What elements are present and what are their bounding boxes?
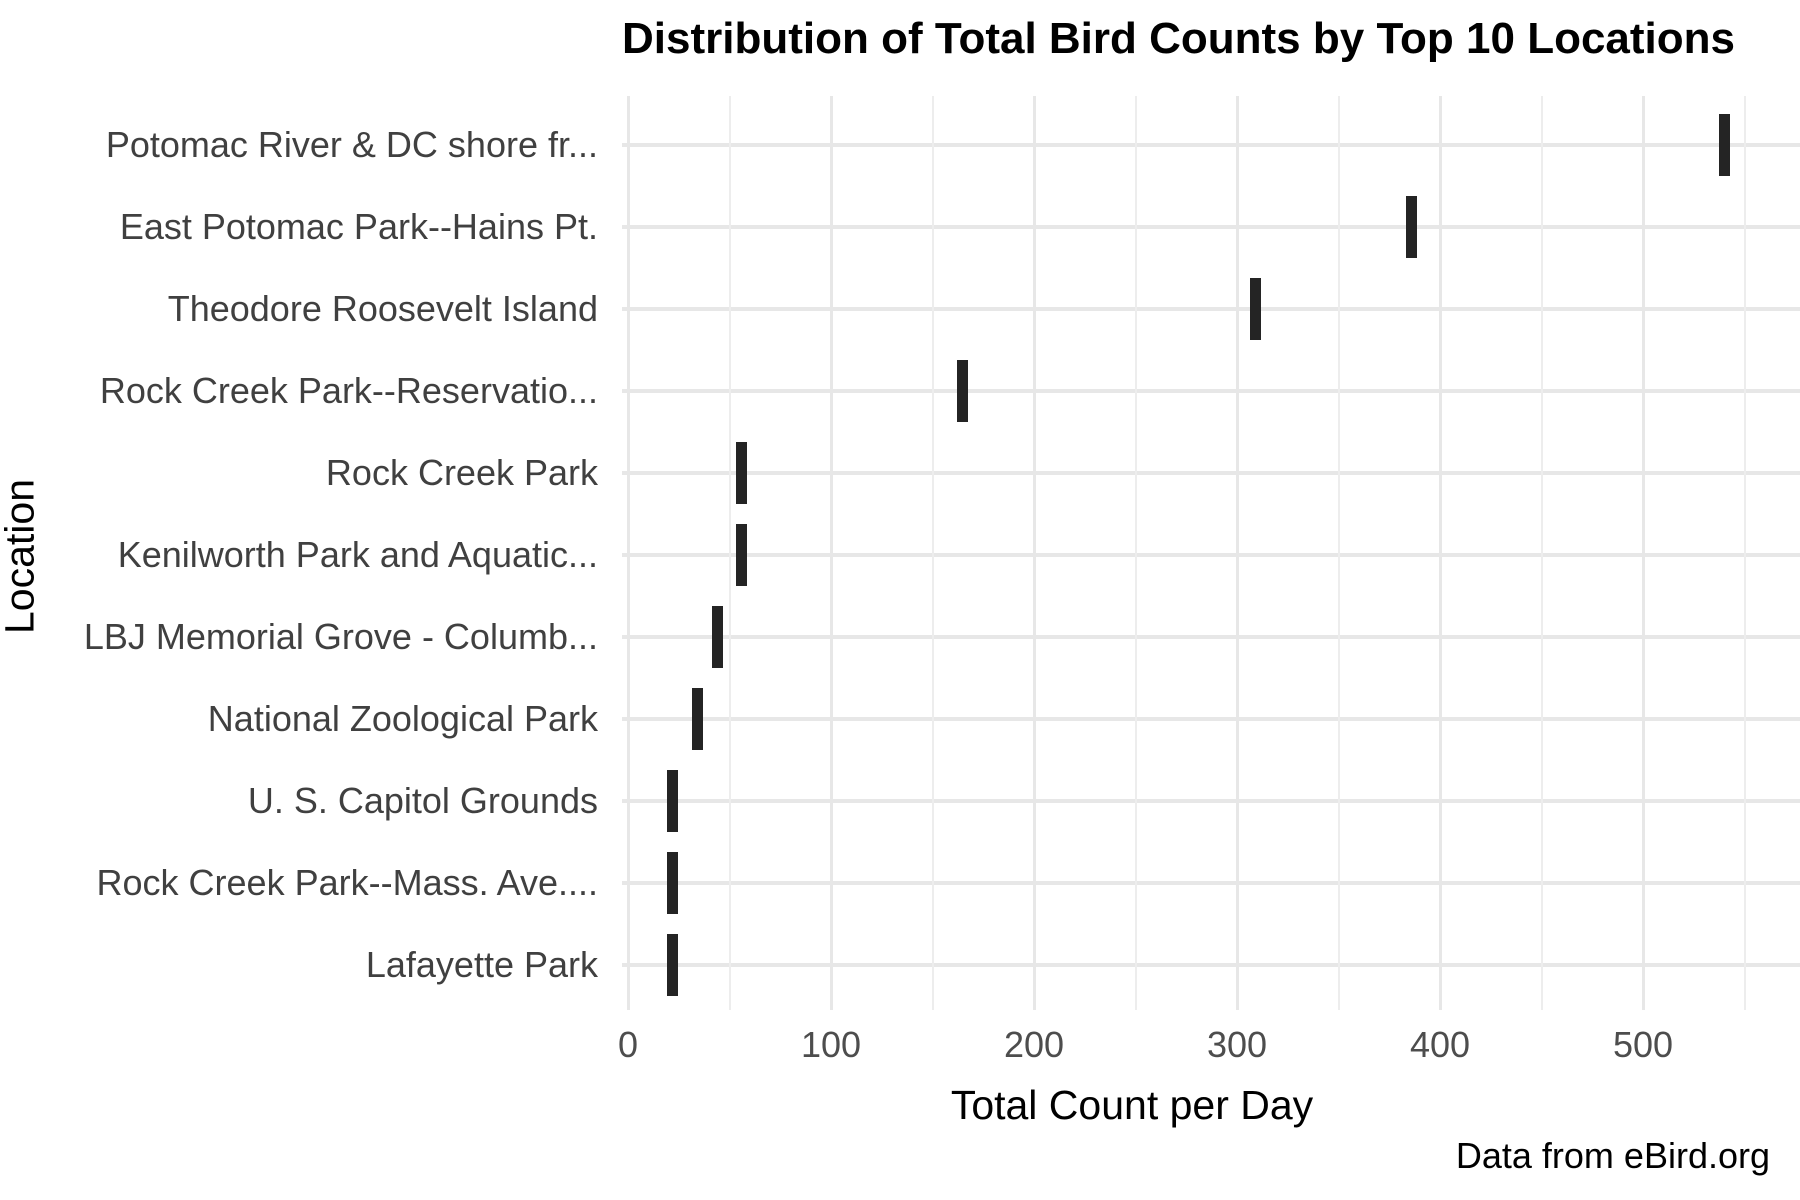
gridline-vertical-minor — [1337, 96, 1340, 1010]
y-axis-label: Rock Creek Park — [325, 452, 598, 493]
boxplot-mark — [736, 442, 748, 504]
x-axis-tick-label: 0 — [617, 1024, 639, 1065]
gridline-horizontal — [622, 881, 1800, 885]
boxplot-mark — [667, 852, 679, 914]
gridline-vertical-major — [1235, 96, 1239, 1010]
y-axis-label: U. S. Capitol Grounds — [247, 780, 598, 821]
boxplot-mark — [667, 770, 679, 832]
gridline-vertical-minor — [1743, 96, 1746, 1010]
gridline-horizontal — [622, 963, 1800, 967]
y-axis-label: Kenilworth Park and Aquatic... — [117, 534, 598, 575]
plot-panel — [622, 96, 1800, 1010]
gridline-vertical-major — [626, 96, 630, 1010]
y-axis-label: National Zoological Park — [207, 698, 598, 739]
y-axis-label: East Potomac Park--Hains Pt. — [119, 206, 598, 247]
boxplot-mark — [736, 524, 748, 586]
boxplot-mark — [1718, 114, 1730, 176]
boxplot-mark — [667, 934, 679, 996]
boxplot-mark — [1406, 196, 1418, 258]
boxplot-mark — [691, 688, 703, 750]
y-axis-label: Theodore Roosevelt Island — [167, 288, 598, 329]
gridline-vertical-minor — [1134, 96, 1137, 1010]
boxplot-mark — [1249, 278, 1261, 340]
gridline-horizontal — [622, 635, 1800, 639]
y-axis-label: Potomac River & DC shore fr... — [105, 124, 598, 165]
gridline-horizontal — [622, 471, 1800, 475]
gridline-horizontal — [622, 307, 1800, 311]
gridline-horizontal — [622, 553, 1800, 557]
caption: Data from eBird.org — [1455, 1135, 1770, 1176]
x-axis-title: Total Count per Day — [950, 1082, 1314, 1128]
gridline-vertical-minor — [931, 96, 934, 1010]
y-axis-label: Rock Creek Park--Mass. Ave.... — [96, 862, 598, 903]
y-axis-label: Rock Creek Park--Reservatio... — [99, 370, 598, 411]
chart-title: Distribution of Total Bird Counts by Top… — [622, 14, 1735, 63]
gridline-vertical-major — [829, 96, 833, 1010]
gridline-horizontal — [622, 799, 1800, 803]
gridline-vertical-minor — [728, 96, 731, 1010]
x-axis-tick-label: 500 — [1612, 1024, 1674, 1065]
gridline-vertical-minor — [1540, 96, 1543, 1010]
x-axis-tick-label: 300 — [1206, 1024, 1268, 1065]
boxplot-mark — [957, 360, 969, 422]
gridline-vertical-major — [1032, 96, 1036, 1010]
gridline-vertical-major — [1641, 96, 1645, 1010]
y-axis-label: Lafayette Park — [365, 944, 598, 985]
gridline-vertical-major — [1438, 96, 1442, 1010]
gridline-horizontal — [622, 717, 1800, 721]
x-axis-tick-label: 100 — [800, 1024, 862, 1065]
x-axis-tick-label: 400 — [1409, 1024, 1471, 1065]
boxplot-mark — [711, 606, 723, 668]
y-axis-title: Location — [0, 479, 43, 635]
gridline-horizontal — [622, 389, 1800, 393]
x-axis-tick-label: 200 — [1003, 1024, 1065, 1065]
gridline-horizontal — [622, 225, 1800, 229]
gridline-horizontal — [622, 143, 1800, 147]
y-axis-label: LBJ Memorial Grove - Columb... — [83, 616, 598, 657]
